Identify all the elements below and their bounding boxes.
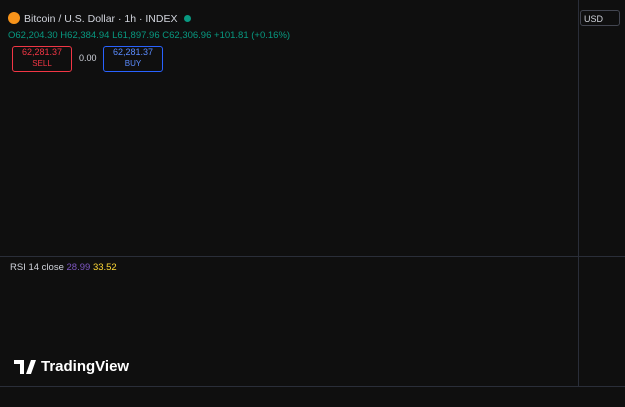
sell-button[interactable]: 62,281.37 SELL: [12, 46, 72, 72]
buy-button[interactable]: 62,281.37 BUY: [103, 46, 163, 72]
rsi-ma-value: 33.52: [92, 262, 117, 273]
ohlc-high: H62,384.94: [60, 30, 110, 41]
ohlc-bar: O62,204.30 H62,384.94 L61,897.96 C62,306…: [8, 30, 290, 41]
rsi-value: 28.99: [66, 262, 91, 273]
market-status: [184, 15, 192, 22]
rsi-legend: RSI 14 close 28.99 33.52: [10, 262, 117, 273]
rsi-title: RSI 14 close: [10, 262, 64, 273]
ohlc-low: L61,897.96: [112, 30, 160, 41]
ohlc-close: C62,306.96: [162, 30, 212, 41]
symbol-title: Bitcoin / U.S. Dollar · 1h · INDEX: [24, 13, 178, 25]
symbol-bar: Bitcoin / U.S. Dollar · 1h · INDEX: [8, 12, 192, 25]
ohlc-change: +101.81 (+0.16%): [214, 30, 291, 41]
sell-price: 62,281.37: [21, 47, 63, 57]
buy-price: 62,281.37: [112, 47, 154, 57]
spread: 0.00: [79, 53, 97, 63]
watermark-text: TradingView: [41, 358, 129, 375]
buy-label: BUY: [124, 59, 142, 68]
symbol-icon: [8, 12, 20, 24]
sell-label: SELL: [32, 59, 52, 68]
watermark: TradingView: [14, 358, 129, 375]
currency-select[interactable]: USD: [580, 10, 620, 26]
ohlc-open: O62,204.30: [8, 30, 58, 41]
watermark-logo: [14, 360, 36, 374]
